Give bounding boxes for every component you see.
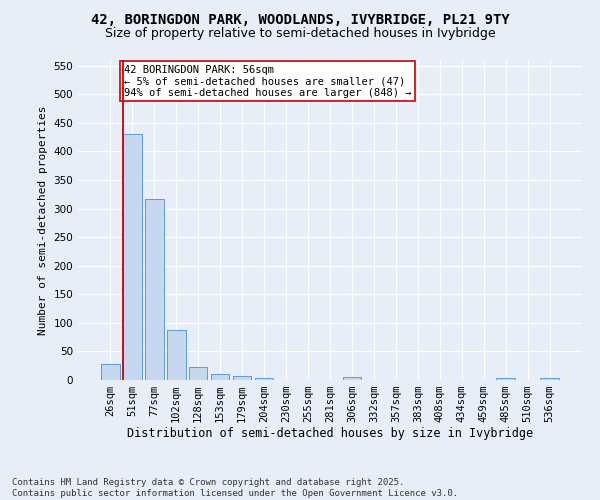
Y-axis label: Number of semi-detached properties: Number of semi-detached properties bbox=[38, 106, 48, 335]
Bar bbox=[541, 378, 559, 380]
X-axis label: Distribution of semi-detached houses by size in Ivybridge: Distribution of semi-detached houses by … bbox=[127, 426, 533, 440]
Bar bbox=[343, 377, 361, 380]
Text: 42, BORINGDON PARK, WOODLANDS, IVYBRIDGE, PL21 9TY: 42, BORINGDON PARK, WOODLANDS, IVYBRIDGE… bbox=[91, 12, 509, 26]
Bar bbox=[189, 367, 208, 380]
Bar bbox=[123, 134, 142, 380]
Bar bbox=[233, 376, 251, 380]
Text: Contains HM Land Registry data © Crown copyright and database right 2025.
Contai: Contains HM Land Registry data © Crown c… bbox=[12, 478, 458, 498]
Bar bbox=[145, 199, 164, 380]
Bar bbox=[211, 374, 229, 380]
Bar bbox=[101, 364, 119, 380]
Text: 42 BORINGDON PARK: 56sqm
← 5% of semi-detached houses are smaller (47)
94% of se: 42 BORINGDON PARK: 56sqm ← 5% of semi-de… bbox=[124, 64, 412, 98]
Bar bbox=[255, 378, 274, 380]
Bar bbox=[496, 378, 515, 380]
Text: Size of property relative to semi-detached houses in Ivybridge: Size of property relative to semi-detach… bbox=[104, 28, 496, 40]
Bar bbox=[167, 330, 185, 380]
